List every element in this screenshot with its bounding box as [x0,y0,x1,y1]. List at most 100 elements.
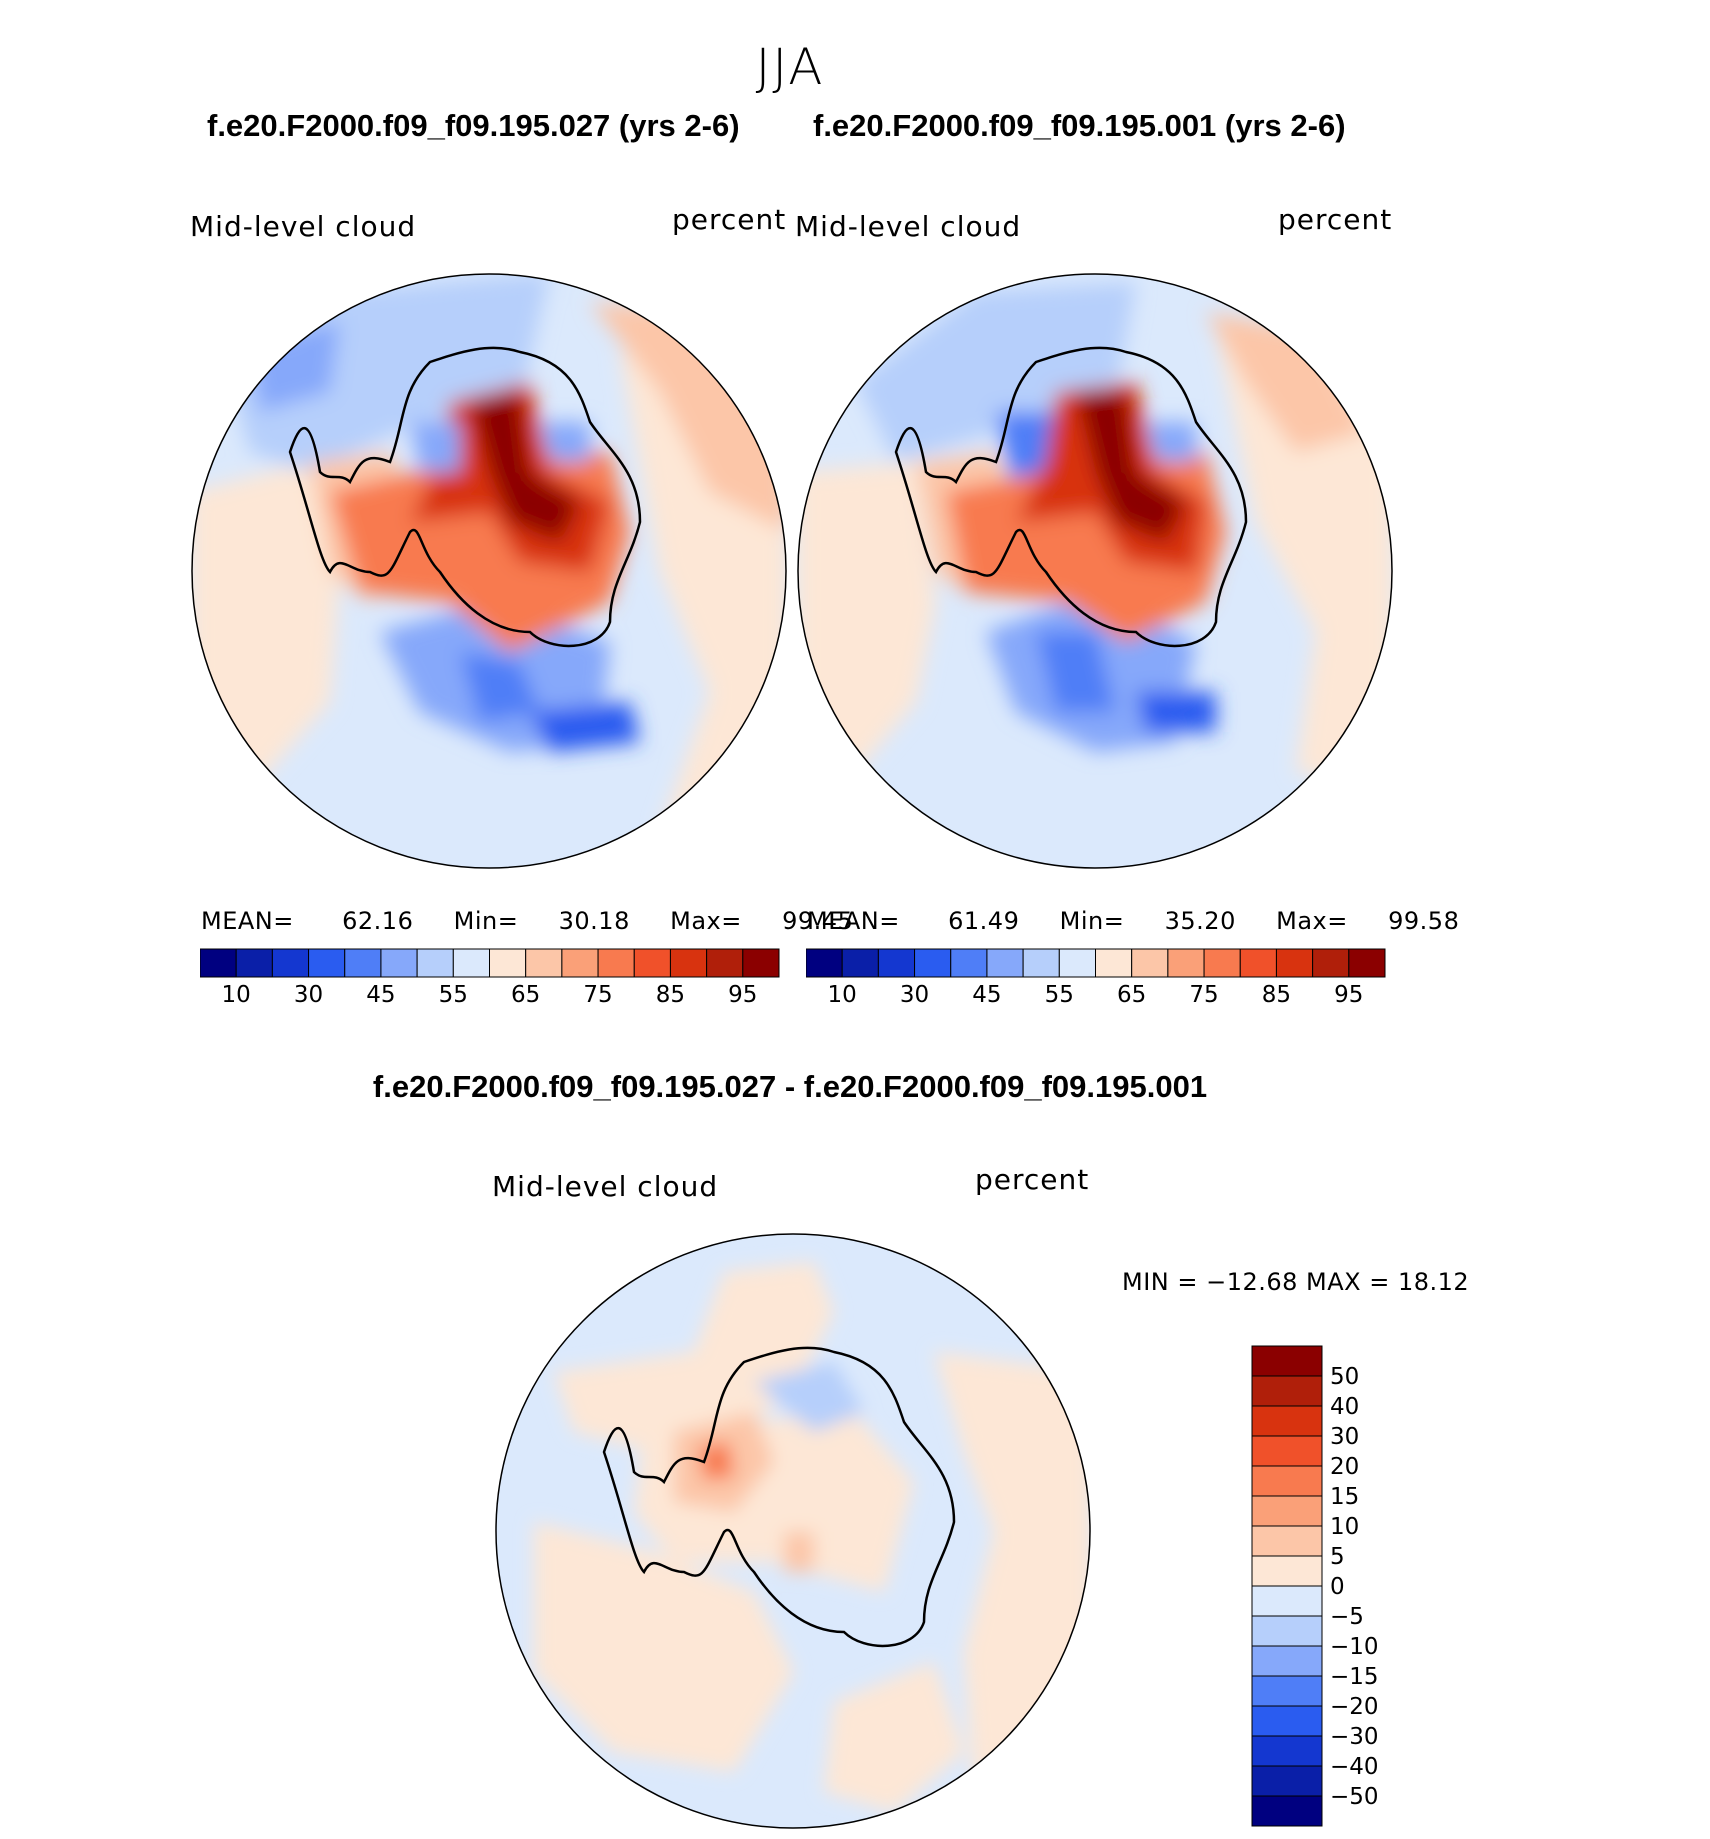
colorbar-2-tick-label: 75 [1189,982,1218,1008]
colorbar-2-tick-label: 10 [828,982,857,1008]
map-1-field-deep-blue-south [460,652,540,722]
difference-colorbar-swatch-3 [1251,1435,1323,1467]
map-2-field-blue-pocket [1146,422,1196,462]
colorbar-1-swatch-8 [489,948,527,978]
colorbar-2-swatch-6 [1022,948,1060,978]
difference-colorbar-tick-label: 10 [1330,1514,1359,1540]
map-1-field-blue-pocket [540,422,590,462]
difference-colorbar-swatch-4 [1251,1465,1323,1497]
colorbar-2-swatch-7 [1058,948,1096,978]
diff-map-field-warm-small [784,1532,814,1572]
colorbar-1-tick-label: 75 [583,982,612,1008]
colorbar-2-tick-label: 30 [900,982,929,1008]
difference-colorbar-tick-label: −50 [1330,1784,1379,1810]
difference-colorbar-swatch-2 [1251,1405,1323,1437]
panel-1-units-label: percent [672,203,787,236]
difference-colorbar-swatch-6 [1251,1525,1323,1557]
difference-colorbar-swatch-8 [1251,1585,1323,1617]
diff-map-field-cool-inland [754,1362,864,1432]
colorbar-2-swatch-11 [1203,948,1241,978]
panel-2-mean-label: MEAN= [807,907,900,935]
map-2-circle-border [797,273,1393,869]
difference-colorbar-tick-label: 0 [1330,1574,1345,1600]
panel-1-case-title: f.e20.F2000.f09_f09.195.027 (yrs 2-6) [207,108,740,143]
difference-colorbar-tick-label: 40 [1330,1394,1359,1420]
map-1-antarctica-coastline [288,346,642,648]
map-panel-1 [191,273,787,869]
colorbar-2-swatch-5 [986,948,1024,978]
diff-map-antarctica-coastline [602,1346,956,1648]
difference-variable-label: Mid-level cloud [492,1170,719,1203]
panel-1-min-value: 30.18 [558,907,630,935]
panel-2-variable-label: Mid-level cloud [795,210,1022,243]
colorbar-2-tick-label: 85 [1262,982,1291,1008]
colorbar-1-tick-label: 65 [511,982,540,1008]
panel-2-min-label: Min= [1059,907,1125,935]
colorbar-1-swatch-12 [633,948,671,978]
colorbar-1-swatch-15 [742,948,780,978]
colorbar-2-swatch-1 [841,948,879,978]
panel-2-mean-value: 61.49 [948,907,1020,935]
difference-colorbar-swatch-13 [1251,1735,1323,1767]
difference-units-label: percent [975,1163,1090,1196]
difference-colorbar-swatch-9 [1251,1615,1323,1647]
difference-minmax: MIN = −12.68 MAX = 18.12 [1122,1268,1470,1296]
difference-colorbar-tick-label: −15 [1330,1664,1379,1690]
panel-1-max-label: Max= [670,907,742,935]
difference-colorbar-swatch-10 [1251,1645,1323,1677]
diff-map-field-warm-se [824,1662,964,1812]
difference-colorbar-swatch-1 [1251,1375,1323,1407]
panel-2-max-label: Max= [1276,907,1348,935]
map-2-field-cool-nw [856,282,1136,462]
colorbar-2-tick-label: 55 [1045,982,1074,1008]
panel-2-case-title: f.e20.F2000.f09_f09.195.001 (yrs 2-6) [813,108,1346,143]
colorbar-1-swatch-10 [561,948,599,978]
map-2-field-light-warm-east [1216,332,1392,792]
difference-colorbar-swatch-11 [1251,1675,1323,1707]
difference-title: f.e20.F2000.f09_f09.195.027 - f.e20.F200… [372,1069,1208,1104]
colorbar-2-tick-label: 65 [1117,982,1146,1008]
panel-2-stats: MEAN= 61.49 Min= 35.20 Max= 99.58 [807,907,1459,935]
colorbar-2-swatch-3 [914,948,952,978]
colorbar-1-tick-label: 55 [439,982,468,1008]
diff-map-field-warm-sw [534,1522,794,1772]
colorbar-1-swatch-14 [706,948,744,978]
panel-1-max-value: 99.45 [782,907,854,935]
panel-2-units-label: percent [1278,203,1393,236]
difference-colorbar-swatch-15 [1251,1795,1323,1827]
map-1-circle-border [191,273,787,869]
colorbar-2-tick-label: 95 [1334,982,1363,1008]
diff-map-circle-border [495,1233,1091,1829]
difference-colorbar-tick-label: −30 [1330,1724,1379,1750]
colorbar-1-swatch-9 [525,948,563,978]
map-1-field-blue-inland [410,422,460,472]
difference-colorbar-tick-label: −5 [1330,1604,1364,1630]
colorbar-1-swatch-5 [380,948,418,978]
difference-colorbar-tick-label: 30 [1330,1424,1359,1450]
colorbar-2-swatch-4 [950,948,988,978]
map-2-field-deep-blue-se [1136,692,1216,732]
colorbar-1-tick-label: 30 [294,982,323,1008]
panel-2-max-value: 99.58 [1388,907,1460,935]
colorbar-2-swatch-15 [1348,948,1386,978]
colorbar-2-swatch-2 [877,948,916,978]
difference-colorbar-tick-label: 50 [1330,1364,1359,1390]
difference-colorbar-tick-label: 15 [1330,1484,1359,1510]
map-1-field-deep-blue-se [530,702,640,752]
colorbar-1-swatch-7 [452,948,490,978]
difference-colorbar-swatch-12 [1251,1705,1323,1737]
map-2-antarctica-coastline [894,346,1248,648]
colorbar-1-swatch-1 [235,948,273,978]
colorbar-1-tick-label: 45 [366,982,395,1008]
colorbar-1-tick-label: 10 [222,982,251,1008]
map-panel-2 [797,273,1393,869]
colorbar-2: 10 30 45 55 65 75 85 95 [806,948,1386,1008]
map-2-field-warm-ne [1206,312,1366,452]
map-panel-difference [495,1233,1091,1829]
panel-1-mean-value: 62.16 [342,907,414,935]
colorbar-2-swatch-9 [1131,948,1169,978]
difference-colorbar-swatch-5 [1251,1495,1323,1527]
colorbar-2-swatch-12 [1239,948,1277,978]
colorbar-1-swatch-0 [200,948,237,978]
